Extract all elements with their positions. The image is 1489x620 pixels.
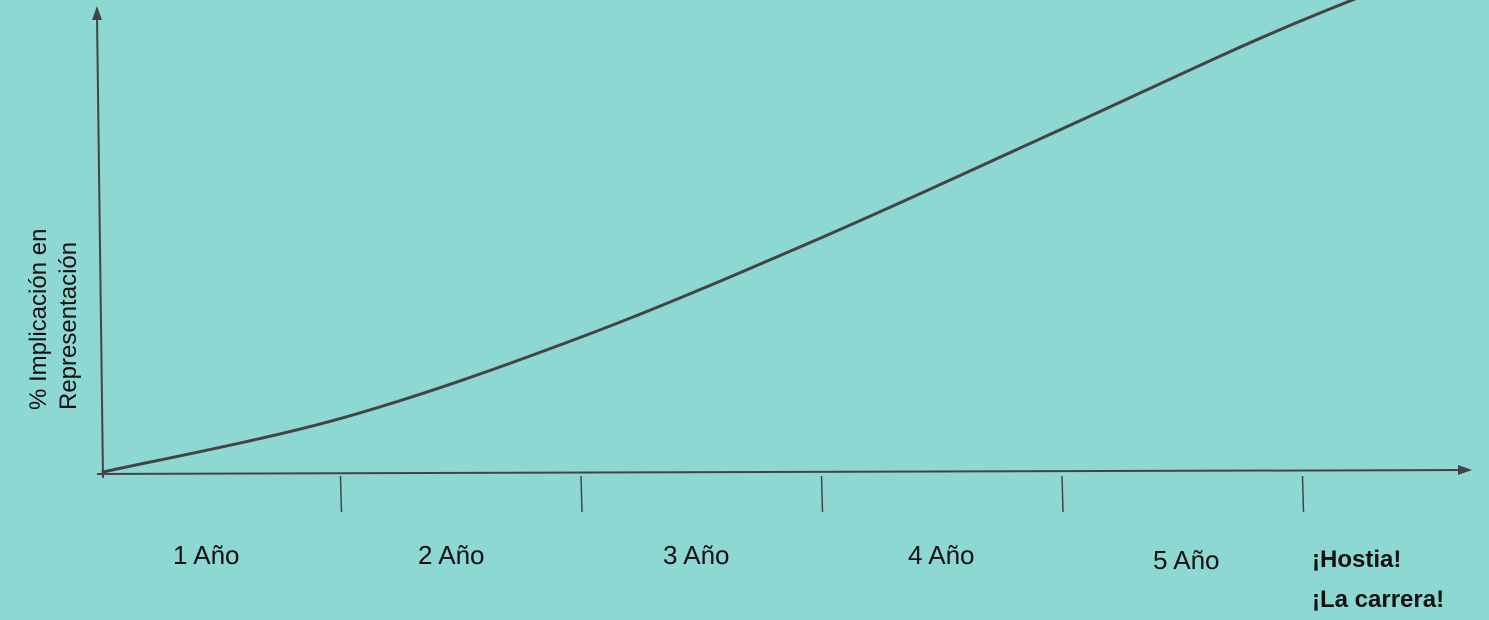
x-tick-label: ¡Hostia! xyxy=(1312,546,1401,573)
x-tick xyxy=(1301,475,1305,513)
x-axis-line xyxy=(96,469,1463,475)
y-axis-line xyxy=(96,15,104,479)
x-tick-label: 4 Año xyxy=(908,540,975,570)
x-axis-arrow xyxy=(1458,465,1472,475)
x-tick-label: 2 Año xyxy=(418,540,485,570)
x-tick xyxy=(820,475,824,513)
x-tick xyxy=(339,475,343,513)
x-ticks xyxy=(339,475,1305,513)
x-tick-label: 1 Año xyxy=(173,540,240,570)
x-tick xyxy=(580,475,583,513)
x-tick-label: 3 Año xyxy=(663,540,730,570)
y-axis-label: % Implicación en Representación xyxy=(25,229,82,410)
y-axis-label-line-2: Representación xyxy=(55,242,82,410)
x-tick xyxy=(1061,475,1064,513)
x-tick-label: ¡La carrera! xyxy=(1312,586,1444,613)
y-axis-label-line-1: % Implicación en xyxy=(25,229,52,410)
x-tick-label: 5 Año xyxy=(1153,545,1220,575)
y-axis-arrow xyxy=(92,6,102,20)
axes xyxy=(92,6,1472,479)
x-tick-labels: 1 Año 2 Año 3 Año 4 Año 5 Año ¡Hostia! ¡La car… xyxy=(173,540,1444,613)
series-line xyxy=(101,0,1357,474)
